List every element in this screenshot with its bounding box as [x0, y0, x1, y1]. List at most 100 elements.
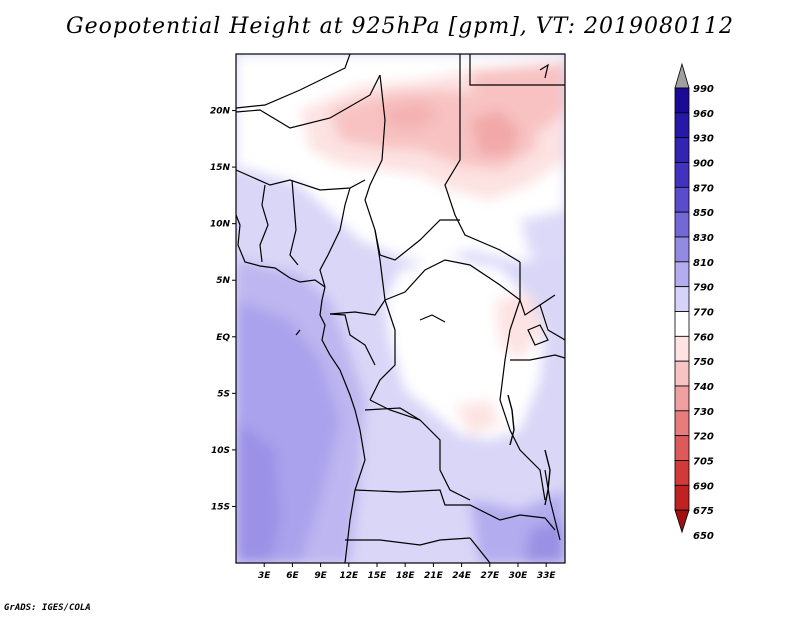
colorbar-label: 675 [693, 506, 714, 517]
colorbar-under-arrow [674, 509, 690, 534]
border-botswana [469, 537, 491, 563]
lon-label: 27E [480, 571, 500, 581]
border-chad-sudan [444, 54, 521, 263]
colorbar-label: 960 [693, 109, 714, 120]
lon-label: 24E [452, 571, 472, 581]
colorbar-label: 990 [693, 84, 714, 95]
colorbar-over-arrow [674, 62, 690, 89]
field-780-ethiopia [520, 210, 565, 260]
colorbar-label: 740 [693, 382, 714, 393]
lon-label: 12E [339, 571, 359, 581]
grads-credit: GrADS: IGES/COLA [4, 603, 91, 613]
border-burkina-nigeria [236, 169, 366, 191]
lon-label: 9E [314, 571, 327, 581]
lat-label: 20N [210, 107, 231, 117]
colorbar-label: 900 [693, 159, 714, 170]
lat-label: 10S [211, 446, 230, 456]
colorbar-box [674, 484, 690, 511]
lat-label: EQ [216, 333, 230, 343]
colorbar-label: 720 [693, 432, 714, 443]
border-benin-nigeria [289, 179, 299, 266]
colorbar-box [674, 236, 690, 263]
colorbar-label: 650 [693, 531, 714, 542]
colorbar-box [674, 360, 690, 387]
border-angola-zambia [354, 489, 521, 521]
border-libya-egypt [469, 54, 565, 86]
border-nigeria-cameroon [319, 187, 351, 288]
border-congo [369, 299, 396, 401]
border-cameroon-car [329, 229, 386, 316]
border-mali-niger [236, 74, 381, 129]
nile-delta [539, 63, 549, 79]
lat-label: 15N [210, 163, 231, 173]
colorbar-box [674, 211, 690, 238]
colorbar-box [674, 311, 690, 337]
border-gabon [329, 313, 376, 366]
colorbar-box [674, 137, 690, 163]
colorbar-label: 830 [693, 233, 714, 244]
field-850-se [525, 520, 565, 563]
lon-label: 18E [396, 571, 416, 581]
border-benin-togo [259, 184, 269, 263]
field-740-ne [470, 62, 565, 130]
lon-label: 6E [286, 571, 299, 581]
colorbar-label: 705 [693, 457, 714, 468]
colorbar-box [674, 335, 690, 362]
border-uganda-kenya [539, 304, 565, 341]
lat-label: 5N [216, 276, 230, 286]
lat-label: 5S [217, 389, 230, 399]
lon-label: 21E [424, 571, 444, 581]
colorbar-label: 690 [693, 481, 714, 492]
field-735 [380, 100, 440, 130]
bioko-island [295, 329, 301, 336]
colorbar-box [674, 87, 690, 114]
country-borders [236, 54, 565, 563]
colorbar-label: 770 [693, 308, 714, 319]
colorbar-label: 930 [693, 134, 714, 145]
lake-victoria [527, 324, 549, 346]
lon-label: 30E [509, 571, 529, 581]
colorbar-label: 730 [693, 407, 714, 418]
border-great-lakes [499, 299, 546, 501]
colorbar-box [674, 460, 690, 486]
colorbar-label: 760 [693, 332, 714, 343]
colorbar-box [674, 286, 690, 312]
map-frame [235, 53, 566, 564]
colorbar-box [674, 162, 690, 188]
border-malawi [544, 469, 561, 541]
lat-label: 10N [210, 220, 231, 230]
map-title: Geopotential Height at 925hPa [gpm], VT:… [66, 14, 734, 39]
lake-tanganyika [507, 394, 515, 446]
longitude-axis: 3E 6E 9E 12E 15E 18E 21E 24E 27E 30E 33E [258, 563, 556, 581]
colorbar-label: 750 [693, 357, 714, 368]
colorbar-box [674, 435, 690, 461]
lon-label: 33E [537, 571, 557, 581]
colorbar-box [674, 410, 690, 437]
colorbar-box [674, 385, 690, 412]
lake-malawi [544, 449, 551, 506]
lake-kariba [519, 514, 556, 531]
colorbar-label: 810 [693, 258, 714, 269]
border-algeria [236, 54, 351, 109]
coastline-gulf-guinea [236, 214, 326, 288]
height-field [236, 54, 565, 563]
field-730 [470, 110, 520, 155]
lon-label: 15E [368, 571, 388, 581]
border-sudan-south [519, 262, 556, 316]
field-750-south [455, 400, 500, 435]
lon-label: 3E [258, 571, 271, 581]
border-angola-north [364, 407, 421, 421]
congo-river-1 [419, 314, 446, 323]
colorbar-box [674, 112, 690, 139]
colorbar-label: 790 [693, 283, 714, 294]
border-drc-angola [369, 399, 471, 501]
colorbar-label: 870 [693, 183, 714, 194]
field-850 [236, 420, 280, 563]
border-tanzania-north [510, 354, 565, 361]
coastline-central-west [319, 286, 366, 563]
colorbar-box [674, 186, 690, 213]
colorbar: 990 960 930 900 870 850 830 810 790 770 760 750 740 7… [674, 62, 714, 542]
colorbar-label: 850 [693, 208, 714, 219]
lat-label: 15S [211, 502, 230, 512]
